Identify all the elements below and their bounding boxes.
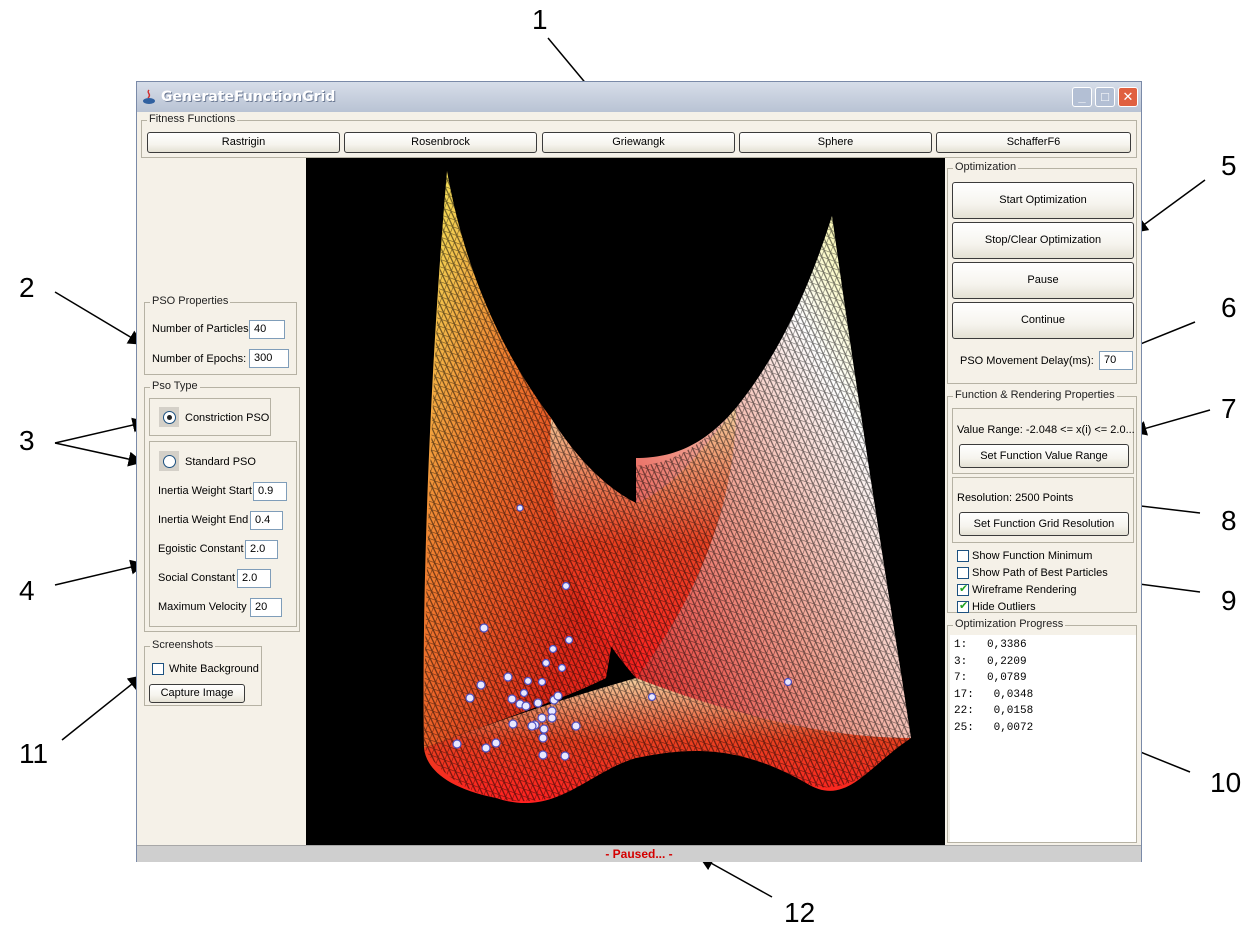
window-title: GenerateFunctionGrid xyxy=(161,89,336,105)
rosenbrock-button[interactable]: Rosenbrock xyxy=(344,132,537,153)
function-render-canvas[interactable] xyxy=(306,158,945,845)
callout-3: 3 xyxy=(19,425,35,456)
value-range-text: Value Range: -2.048 <= x(i) <= 2.0... xyxy=(957,424,1135,436)
inertia-end-input[interactable]: 0.4 xyxy=(250,511,283,530)
inertia-start-input[interactable]: 0.9 xyxy=(253,482,287,501)
set-value-range-button[interactable]: Set Function Value Range xyxy=(959,444,1129,468)
callout-2: 2 xyxy=(19,272,35,303)
rastrigin-button[interactable]: Rastrigin xyxy=(147,132,340,153)
screenshots-title: Screenshots xyxy=(150,639,216,651)
white-background-label: White Background xyxy=(169,663,259,675)
pause-button[interactable]: Pause xyxy=(952,262,1134,299)
callout-8: 8 xyxy=(1221,505,1237,536)
constriction-pso-label: Constriction PSO xyxy=(185,412,270,424)
progress-line: 7: 0,0789 xyxy=(954,672,1027,684)
fitness-functions-group: Fitness Functions Rastrigin Rosenbrock G… xyxy=(141,113,1137,158)
window-body: Fitness Functions Rastrigin Rosenbrock G… xyxy=(137,112,1141,845)
capture-image-button[interactable]: Capture Image xyxy=(149,684,245,703)
progress-line: 1: 0,3386 xyxy=(954,639,1027,651)
griewangk-button[interactable]: Griewangk xyxy=(542,132,735,153)
optimization-title: Optimization xyxy=(953,161,1019,173)
title-bar[interactable]: GenerateFunctionGrid _ □ ✕ xyxy=(137,82,1141,112)
status-text: - Paused... - xyxy=(605,847,673,861)
callout-7: 7 xyxy=(1221,393,1237,424)
constriction-pso-option[interactable]: Constriction PSO xyxy=(149,398,271,436)
optimization-progress-title: Optimization Progress xyxy=(953,618,1066,630)
movement-delay-label: PSO Movement Delay(ms): xyxy=(960,355,1094,367)
callout-1: 1 xyxy=(532,4,548,35)
standard-pso-panel: Standard PSO Inertia Weight Start 0.9 In… xyxy=(149,441,297,627)
surface-plot xyxy=(423,171,911,804)
screenshots-group: Screenshots White Background Capture Ima… xyxy=(144,639,262,706)
particles xyxy=(452,504,793,761)
constriction-pso-radio[interactable] xyxy=(163,411,176,424)
wireframe-rendering-label: Wireframe Rendering xyxy=(972,584,1077,596)
pso-type-title: Pso Type xyxy=(150,380,200,392)
pso-type-group: Pso Type Constriction PSO Standard PSO I… xyxy=(144,380,300,632)
particles-label: Number of Particles xyxy=(152,323,249,335)
resolution-text: Resolution: 2500 Points xyxy=(957,492,1074,504)
app-window: GenerateFunctionGrid _ □ ✕ Fitness Funct… xyxy=(136,81,1142,862)
show-function-minimum-checkbox[interactable] xyxy=(957,550,969,562)
social-label: Social Constant xyxy=(158,572,236,584)
inertia-start-label: Inertia Weight Start xyxy=(158,485,252,497)
show-function-minimum-label: Show Function Minimum xyxy=(972,550,1093,562)
standard-pso-label: Standard PSO xyxy=(185,456,256,468)
sphere-button[interactable]: Sphere xyxy=(739,132,932,153)
resolution-panel: Resolution: 2500 Points Set Function Gri… xyxy=(952,477,1134,543)
stop-clear-optimization-button[interactable]: Stop/Clear Optimization xyxy=(952,222,1134,259)
particles-input[interactable]: 40 xyxy=(249,320,285,339)
social-input[interactable]: 2.0 xyxy=(237,569,271,588)
fitness-functions-title: Fitness Functions xyxy=(147,113,238,125)
java-icon xyxy=(142,89,156,105)
callout-10: 10 xyxy=(1210,767,1242,798)
wireframe-rendering-checkbox[interactable]: ✔ xyxy=(957,583,969,596)
callout-9: 9 xyxy=(1221,585,1237,616)
inertia-end-label: Inertia Weight End xyxy=(158,514,249,526)
progress-log[interactable]: 1: 0,3386 3: 0,2209 7: 0,0789 17: 0,0348… xyxy=(950,635,1136,842)
callout-11: 11 xyxy=(19,738,49,769)
callout-6: 6 xyxy=(1221,292,1237,323)
close-button[interactable]: ✕ xyxy=(1118,87,1138,107)
hide-outliers-label: Hide Outliers xyxy=(972,601,1036,613)
set-grid-resolution-button[interactable]: Set Function Grid Resolution xyxy=(959,512,1129,536)
show-best-path-checkbox[interactable] xyxy=(957,567,969,579)
status-bar: - Paused... - xyxy=(137,845,1141,862)
show-best-path-label: Show Path of Best Particles xyxy=(972,567,1108,579)
hide-outliers-checkbox[interactable]: ✔ xyxy=(957,600,969,613)
maximize-button[interactable]: □ xyxy=(1095,87,1115,107)
rendering-properties-group: Function & Rendering Properties Value Ra… xyxy=(947,389,1137,613)
epochs-label: Number of Epochs: xyxy=(152,353,247,365)
schafferf6-button[interactable]: SchafferF6 xyxy=(936,132,1131,153)
progress-line: 25: 0,0072 xyxy=(954,721,1034,734)
start-optimization-button[interactable]: Start Optimization xyxy=(952,182,1134,219)
callout-12: 12 xyxy=(784,897,816,928)
standard-pso-radio[interactable] xyxy=(163,455,176,468)
callout-5: 5 xyxy=(1221,150,1237,181)
continue-button[interactable]: Continue xyxy=(952,302,1134,339)
egoistic-input[interactable]: 2.0 xyxy=(245,540,278,559)
progress-line: 22: 0,0158 xyxy=(954,705,1034,717)
egoistic-label: Egoistic Constant xyxy=(158,543,244,555)
epochs-input[interactable]: 300 xyxy=(249,349,289,368)
callout-4: 4 xyxy=(19,575,35,606)
pso-properties-title: PSO Properties xyxy=(150,295,231,307)
progress-line: 3: 0,2209 xyxy=(954,655,1027,668)
movement-delay-input[interactable]: 70 xyxy=(1099,351,1133,370)
max-velocity-label: Maximum Velocity xyxy=(158,601,247,613)
minimize-button[interactable]: _ xyxy=(1072,87,1092,107)
white-background-checkbox[interactable] xyxy=(152,663,164,675)
rendering-properties-title: Function & Rendering Properties xyxy=(953,389,1117,401)
max-velocity-input[interactable]: 20 xyxy=(250,598,282,617)
pso-properties-group: PSO Properties Number of Particles 40 Nu… xyxy=(144,295,297,375)
value-range-panel: Value Range: -2.048 <= x(i) <= 2.0... Se… xyxy=(952,408,1135,474)
optimization-progress-group: Optimization Progress 1: 0,3386 3: 0,220… xyxy=(947,618,1137,843)
progress-line: 17: 0,0348 xyxy=(954,688,1034,701)
optimization-group: Optimization Start Optimization Stop/Cle… xyxy=(947,161,1137,384)
